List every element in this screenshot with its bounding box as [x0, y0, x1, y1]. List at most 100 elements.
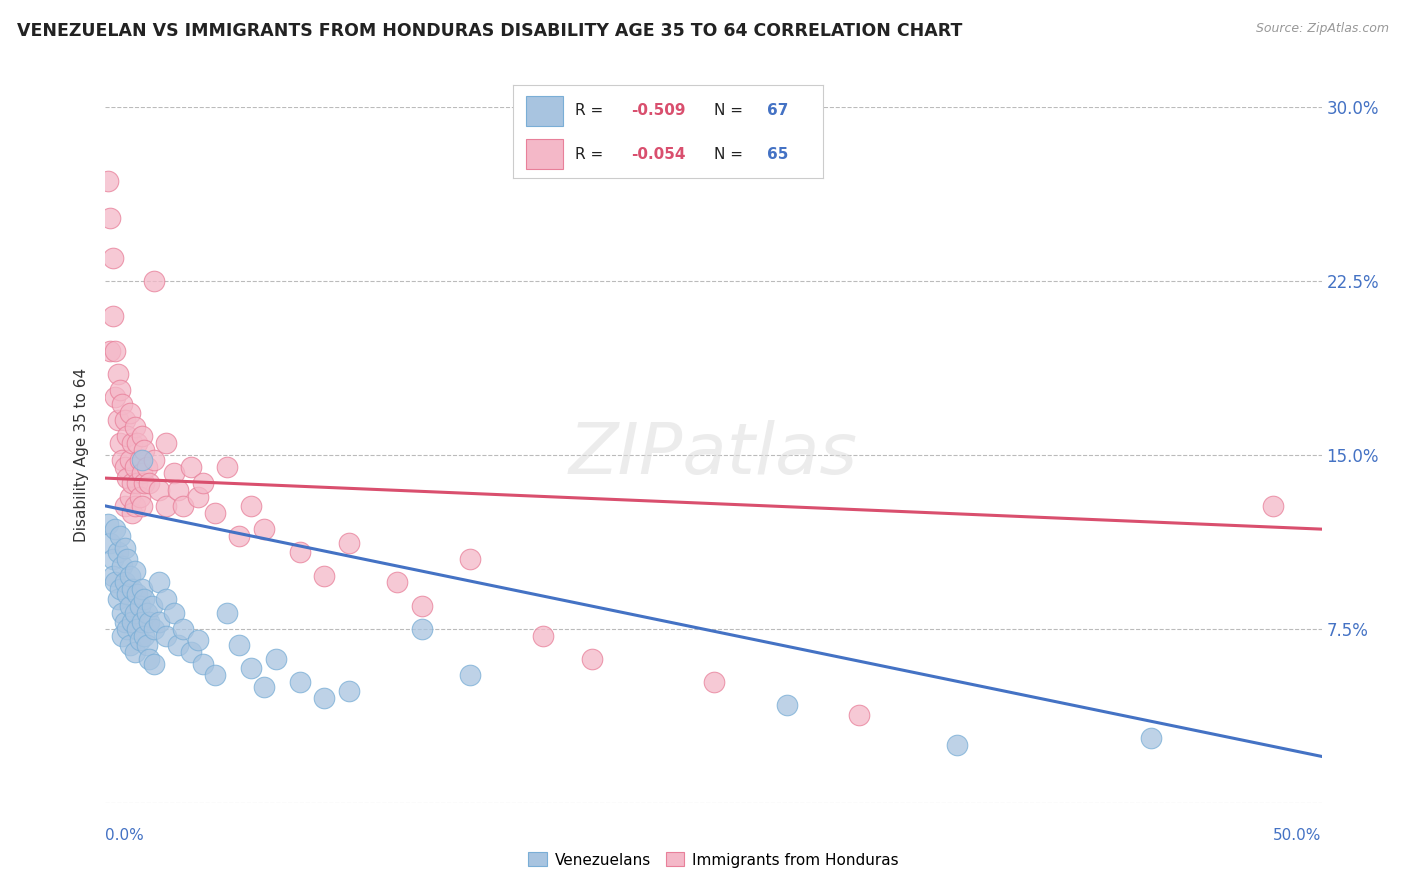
Point — [581, 652, 603, 666]
Point — [124, 499, 146, 513]
Point — [104, 390, 127, 404]
Point — [97, 517, 120, 532]
Point — [228, 529, 250, 543]
Text: 67: 67 — [766, 103, 789, 119]
Point — [191, 657, 214, 671]
Point — [264, 652, 287, 666]
Point — [458, 552, 481, 566]
Point — [155, 629, 177, 643]
Text: 65: 65 — [766, 146, 789, 161]
Point — [162, 606, 184, 620]
Point — [138, 615, 160, 629]
Point — [124, 606, 146, 620]
Point — [121, 582, 143, 597]
Point — [411, 599, 433, 613]
FancyBboxPatch shape — [526, 139, 562, 169]
Point — [117, 552, 139, 566]
Point — [531, 629, 554, 643]
Point — [124, 564, 146, 578]
Text: N =: N = — [714, 146, 748, 161]
Point — [288, 675, 311, 690]
Point — [138, 475, 160, 490]
Point — [945, 738, 967, 752]
Point — [775, 698, 797, 713]
Text: -0.509: -0.509 — [631, 103, 685, 119]
Point — [107, 367, 129, 381]
Point — [204, 506, 226, 520]
Legend: Venezuelans, Immigrants from Honduras: Venezuelans, Immigrants from Honduras — [520, 845, 907, 875]
Point — [108, 582, 131, 597]
Point — [114, 575, 136, 590]
Point — [252, 522, 274, 536]
Point — [111, 559, 134, 574]
Point — [125, 587, 148, 601]
Point — [131, 499, 153, 513]
Point — [107, 591, 129, 606]
FancyBboxPatch shape — [526, 96, 562, 126]
Point — [143, 452, 166, 467]
Text: N =: N = — [714, 103, 748, 119]
Point — [101, 552, 124, 566]
Point — [141, 599, 163, 613]
Point — [217, 459, 239, 474]
Point — [148, 615, 170, 629]
Point — [114, 413, 136, 427]
Point — [117, 622, 139, 636]
Point — [104, 343, 127, 358]
Point — [155, 591, 177, 606]
Y-axis label: Disability Age 35 to 64: Disability Age 35 to 64 — [75, 368, 90, 542]
Point — [131, 467, 153, 481]
Point — [180, 645, 202, 659]
Point — [134, 629, 156, 643]
Point — [143, 622, 166, 636]
Point — [125, 436, 148, 450]
Point — [118, 490, 141, 504]
Point — [124, 420, 146, 434]
Point — [337, 536, 360, 550]
Point — [337, 684, 360, 698]
Point — [107, 413, 129, 427]
Point — [191, 475, 214, 490]
Point — [240, 499, 263, 513]
Point — [314, 691, 336, 706]
Point — [187, 633, 209, 648]
Point — [118, 638, 141, 652]
Point — [204, 668, 226, 682]
Point — [134, 475, 156, 490]
Point — [125, 622, 148, 636]
Point — [121, 436, 143, 450]
Point — [111, 629, 134, 643]
Point — [134, 591, 156, 606]
Point — [172, 499, 194, 513]
Point — [124, 459, 146, 474]
Point — [1140, 731, 1163, 745]
Point — [155, 436, 177, 450]
Point — [121, 615, 143, 629]
Point — [108, 529, 131, 543]
Point — [111, 452, 134, 467]
Point — [101, 568, 124, 582]
Point — [121, 506, 143, 520]
Point — [118, 406, 141, 420]
Point — [702, 675, 725, 690]
Point — [252, 680, 274, 694]
Point — [98, 343, 121, 358]
Text: 50.0%: 50.0% — [1274, 829, 1322, 843]
Point — [121, 475, 143, 490]
Point — [107, 545, 129, 559]
Text: R =: R = — [575, 146, 609, 161]
Point — [148, 575, 170, 590]
Text: R =: R = — [575, 103, 609, 119]
Point — [108, 436, 131, 450]
Point — [98, 536, 121, 550]
Point — [128, 633, 150, 648]
Point — [118, 599, 141, 613]
Point — [848, 707, 870, 722]
Point — [180, 459, 202, 474]
Point — [138, 652, 160, 666]
Point — [114, 499, 136, 513]
Point — [172, 622, 194, 636]
Point — [240, 661, 263, 675]
Point — [124, 645, 146, 659]
Point — [108, 383, 131, 397]
